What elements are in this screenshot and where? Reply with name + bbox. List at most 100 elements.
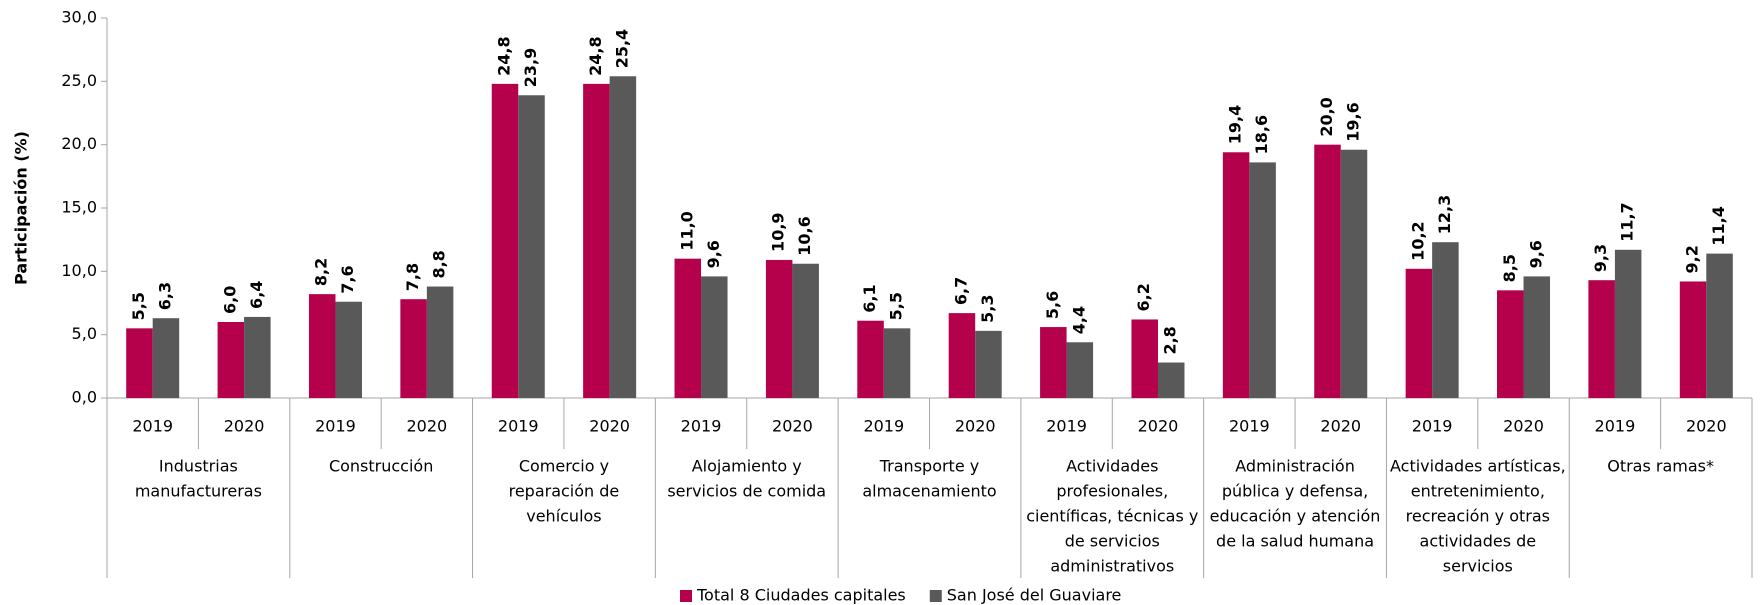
value-label: 11,4 [1709, 206, 1728, 245]
x-tick-label: 2019 [498, 417, 539, 436]
value-label: 19,4 [1226, 105, 1245, 144]
group-label: servicios de comida [667, 482, 826, 501]
value-label: 23,9 [521, 48, 540, 87]
bar [308, 294, 336, 398]
bar [217, 322, 245, 398]
value-label: 6,2 [1134, 283, 1153, 311]
value-label: 6,4 [247, 281, 266, 309]
group-label: Construcción [329, 457, 433, 476]
value-label: 5,3 [978, 295, 997, 323]
y-tick-label: 0,0 [72, 388, 97, 407]
y-tick-label: 5,0 [72, 324, 97, 343]
group-label: Industrias [159, 457, 238, 476]
value-label: 12,3 [1435, 195, 1454, 234]
group-label: administrativos [1050, 557, 1174, 576]
group-label: pública y defensa, [1222, 482, 1368, 501]
legend-label: San José del Guaviare [947, 586, 1122, 605]
value-label: 11,0 [677, 211, 696, 250]
bar [152, 318, 180, 398]
value-label: 10,6 [795, 216, 814, 255]
value-label: 9,2 [1683, 245, 1702, 273]
value-label: 9,6 [704, 240, 723, 268]
group-label: entretenimiento, [1411, 482, 1545, 501]
bar [1340, 149, 1368, 398]
bar [1432, 242, 1459, 398]
legend-swatch [929, 590, 942, 602]
value-label: 19,6 [1344, 102, 1363, 141]
bar [426, 286, 454, 398]
bar [1222, 152, 1250, 398]
bar [518, 95, 545, 399]
value-label: 6,1 [860, 284, 879, 312]
bar [975, 330, 1002, 398]
group-label: manufactureras [135, 482, 262, 501]
value-label: 9,3 [1591, 244, 1610, 272]
bar [400, 299, 427, 398]
value-label: 11,7 [1618, 202, 1637, 241]
bar [1679, 281, 1707, 398]
x-tick-label: 2020 [1503, 417, 1544, 436]
bar [1066, 342, 1094, 398]
value-label: 6,7 [951, 277, 970, 305]
bar [1314, 144, 1341, 398]
value-label: 10,9 [769, 212, 788, 251]
y-tick-label: 20,0 [61, 134, 97, 153]
bar [1706, 253, 1733, 398]
bar [674, 258, 702, 398]
group-label: actividades de [1420, 532, 1537, 551]
group-label: recreación y otras [1406, 507, 1550, 526]
y-tick-label: 25,0 [61, 71, 97, 90]
x-tick-label: 2020 [1320, 417, 1361, 436]
value-label: 4,4 [1069, 306, 1088, 334]
x-tick-label: 2020 [1686, 417, 1727, 436]
bar [792, 263, 819, 398]
value-label: 2,8 [1161, 326, 1180, 354]
group-label: vehículos [526, 507, 601, 526]
x-tick-label: 2020 [407, 417, 448, 436]
x-tick-label: 2019 [132, 417, 173, 436]
value-label: 8,8 [430, 250, 449, 278]
bar [1614, 249, 1642, 398]
group-label: reparación de [509, 482, 620, 501]
bar [244, 316, 271, 398]
value-label: 24,8 [494, 36, 513, 75]
bar [883, 328, 911, 398]
group-label: almacenamiento [862, 482, 996, 501]
value-label: 5,5 [129, 292, 148, 320]
value-label: 9,6 [1526, 240, 1545, 268]
group-label: de servicios [1065, 532, 1160, 551]
bar [1249, 162, 1276, 398]
bar [1497, 290, 1524, 398]
x-tick-label: 2020 [224, 417, 265, 436]
x-tick-label: 2019 [681, 417, 722, 436]
group-label: Actividades artísticas, [1390, 457, 1566, 476]
value-label: 7,6 [338, 265, 357, 293]
x-tick-label: 2019 [1595, 417, 1636, 436]
group-label: Actividades [1066, 457, 1158, 476]
value-label: 25,4 [612, 29, 631, 68]
bar [857, 320, 884, 398]
x-tick-label: 2019 [863, 417, 904, 436]
bar [948, 313, 976, 398]
bar [1588, 280, 1615, 398]
value-label: 20,0 [1317, 97, 1336, 136]
value-label: 18,6 [1252, 115, 1271, 154]
bar [701, 276, 728, 398]
bar [1405, 268, 1433, 398]
bar [1131, 319, 1158, 398]
y-tick-label: 10,0 [61, 261, 97, 280]
x-tick-label: 2019 [1412, 417, 1453, 436]
value-label: 6,0 [220, 286, 239, 314]
bar [1523, 276, 1551, 398]
value-label: 8,5 [1500, 254, 1519, 282]
legend-label: Total 8 Ciudades capitales [696, 586, 906, 605]
group-label: Alojamiento y [692, 457, 802, 476]
group-label: Comercio y [519, 457, 609, 476]
bar [609, 76, 637, 399]
x-tick-label: 2019 [315, 417, 356, 436]
y-tick-label: 15,0 [61, 198, 97, 217]
value-label: 7,8 [403, 263, 422, 291]
group-label: educación y atención [1210, 507, 1381, 526]
y-axis-label: Participación (%) [12, 131, 31, 285]
